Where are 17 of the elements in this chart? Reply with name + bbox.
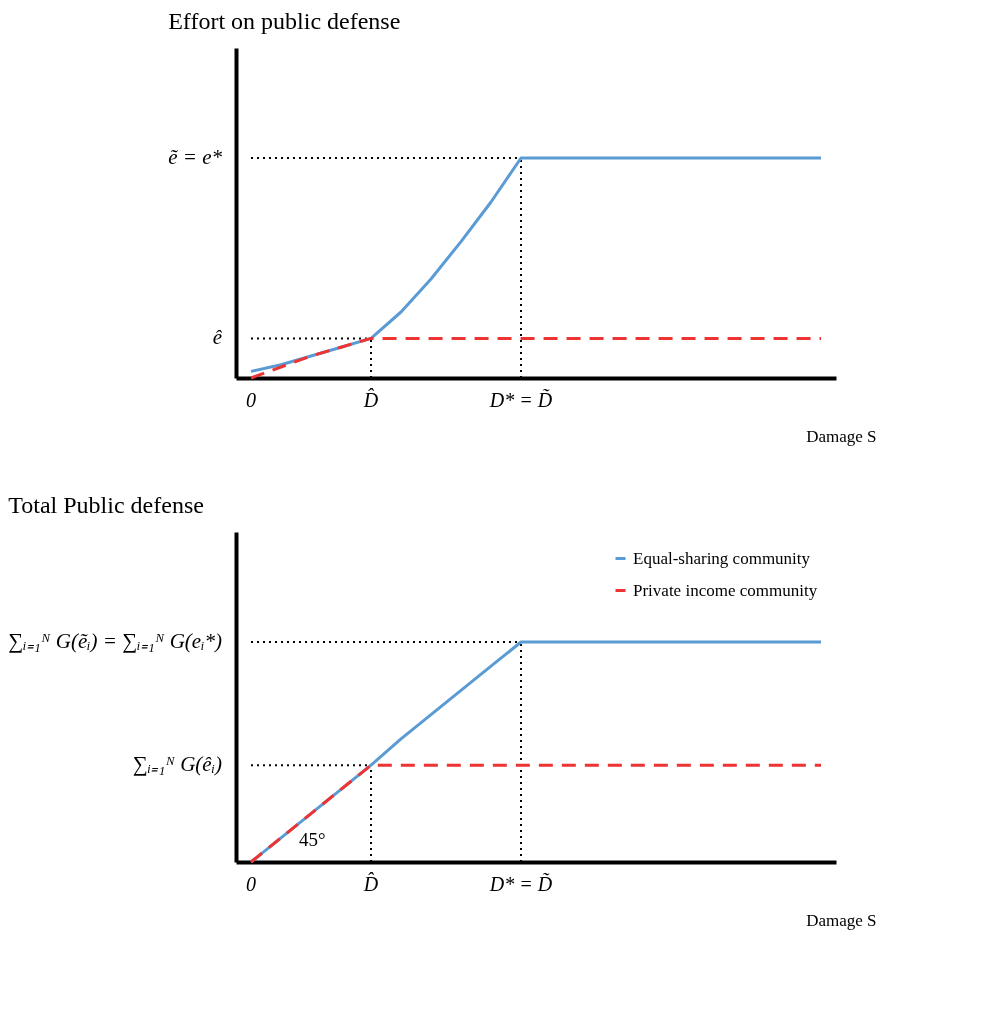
ref-line-label: ∑ᵢ₌₁ᴺ G(ẽᵢ) = ∑ᵢ₌₁ᴺ G(eᵢ*) — [8, 629, 222, 653]
legend-label: Private income community — [633, 580, 818, 600]
x-tick-label: D̂ — [362, 872, 379, 895]
x-tick-label: 0 — [246, 388, 256, 411]
x-tick-label: D* = D̃ — [488, 872, 553, 895]
x-tick-label: D* = D̃ — [488, 388, 553, 411]
chart-title: Effort on public defense — [168, 8, 401, 34]
ref-line-label: ∑ᵢ₌₁ᴺ G(êᵢ) — [132, 752, 222, 777]
x-axis-title: Damage S — [806, 426, 877, 446]
x-tick-label: 0 — [246, 872, 256, 895]
legend-label: Equal-sharing community — [633, 548, 811, 568]
ref-line-label: ẽ = e* — [168, 145, 223, 169]
ref-line-label: ê — [212, 325, 223, 350]
chart-title: Total Public defense — [8, 492, 204, 518]
x-axis-title: Damage S — [806, 910, 877, 930]
annotation: 45° — [299, 829, 326, 850]
x-tick-label: D̂ — [362, 388, 379, 411]
